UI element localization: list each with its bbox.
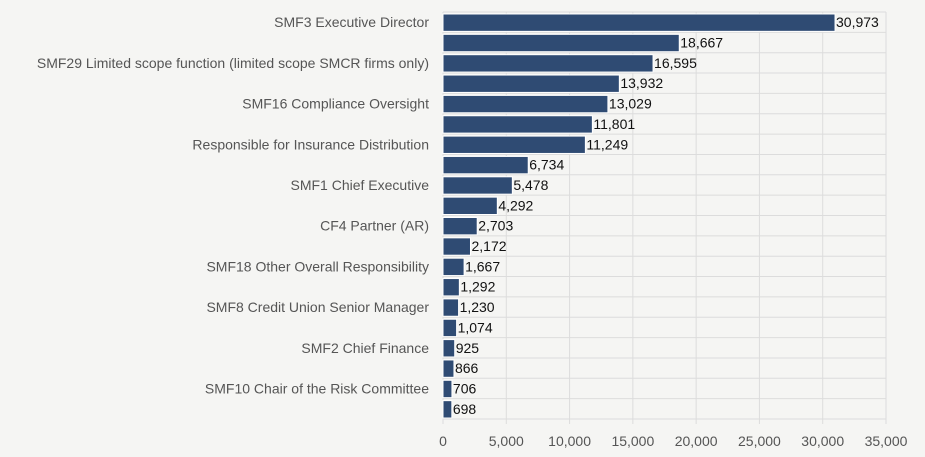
category-label: SMF2 Chief Finance [301,340,429,356]
gridlines [442,11,887,424]
x-axis-ticks: 0 5,000 10,000 15,000 20,000 25,000 30,000 35,0… [439,433,908,449]
bar-value-label: 13,932 [620,75,663,91]
bar [442,115,593,134]
bar [442,54,654,73]
bar-value-label: 1,667 [465,258,500,274]
x-tick-label: 20,000 [675,433,718,449]
bar-value-label: 13,029 [609,96,652,112]
bar-value-label: 698 [453,401,477,417]
bar-value-label: 30,973 [836,14,879,30]
bar-value-label: 16,595 [654,55,697,71]
bar-value-label: 11,801 [593,116,635,132]
x-tick-label: 30,000 [801,433,844,449]
bar-value-label: 2,703 [478,218,513,234]
category-label: Responsible for Insurance Distribution [192,136,429,152]
value-labels: 30,973 18,667 16,595 13,932 13,029 11,801 11,2… [453,14,879,417]
category-label: SMF18 Other Overall Responsibility [206,258,429,274]
bar-value-label: 4,292 [498,197,533,213]
bar [442,74,620,93]
bar [442,94,609,114]
bar [442,155,529,175]
bar-value-label: 925 [456,340,480,356]
bar-value-label: 6,734 [529,157,564,173]
category-label: SMF10 Chair of the Risk Committee [205,380,429,396]
bar-value-label: 18,667 [680,35,723,51]
bar [442,339,456,358]
category-label: SMF8 Credit Union Senior Manager [206,299,429,315]
bar [442,13,836,32]
category-label: SMF3 Executive Director [274,14,429,30]
x-tick-label: 15,000 [611,433,654,449]
bar [442,257,465,277]
x-tick-label: 5,000 [489,433,524,449]
bar-value-label: 2,172 [471,238,506,254]
bar-value-label: 1,230 [460,299,495,315]
bar [442,217,478,236]
x-tick-label: 35,000 [865,433,908,449]
category-label: SMF29 Limited scope function (limited sc… [37,55,429,71]
bar-value-label: 1,074 [458,319,493,335]
category-label: SMF16 Compliance Oversight [242,96,429,112]
bar [442,298,460,317]
bar [442,237,471,256]
bar [442,379,453,399]
bar-value-label: 5,478 [513,177,548,193]
bar-value-label: 866 [455,360,479,376]
bar [442,135,586,154]
category-label: SMF1 Chief Executive [291,177,430,193]
x-tick-label: 0 [439,433,447,449]
bar [442,359,455,378]
bar-value-label: 11,249 [586,136,628,152]
x-tick-label: 10,000 [548,433,591,449]
bar-value-label: 706 [453,380,477,396]
bar [442,176,513,195]
bar [442,400,453,419]
bar [442,33,680,53]
bar [442,196,498,215]
bar-value-label: 1,292 [460,279,495,295]
bar [442,278,460,297]
category-label: CF4 Partner (AR) [320,218,429,234]
category-labels: SMF3 Executive Director SMF29 Limited sco… [37,14,429,396]
bar [442,318,458,338]
x-tick-label: 25,000 [738,433,781,449]
bars [442,13,836,419]
